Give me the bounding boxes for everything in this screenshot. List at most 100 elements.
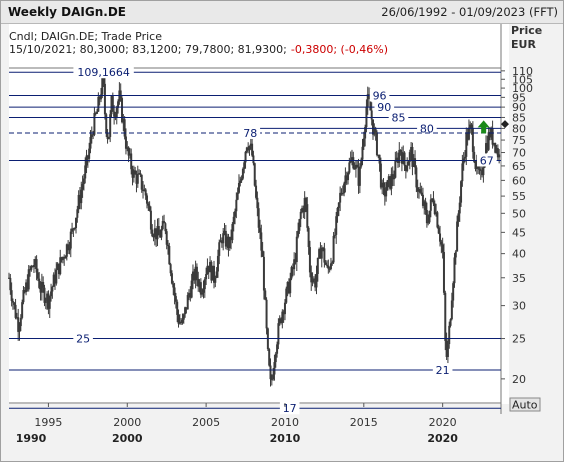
candle-body [487,132,490,150]
candle-body [103,83,106,115]
candle-body [32,265,35,268]
candle-body [278,318,281,324]
candle-body [29,269,32,271]
candle-body [224,230,227,247]
candle-body [144,189,147,196]
candle-body [415,167,418,188]
candle-body [109,114,112,137]
candle-body [393,177,396,180]
y-tick-label: 70 [512,147,526,160]
candle-body [189,293,192,298]
candle-body [362,138,365,147]
candle-body [453,257,456,284]
candle-body [244,151,247,163]
level-label-bg [73,331,93,345]
level-label: 96 [373,89,387,102]
candle-body [65,244,68,257]
candle-body [57,263,60,275]
candle-body [226,236,229,247]
candle-body [486,143,489,150]
level-label: 17 [283,402,297,415]
candle-body [421,194,424,206]
candle-body [274,353,277,363]
candle-body [316,257,319,275]
candle-body [67,244,70,251]
candle-body [59,257,62,275]
candle-body [411,147,414,167]
candle-body [90,134,93,137]
candle-body [445,340,448,357]
candle-body [236,192,239,200]
candle-body [241,168,244,179]
candle-body [350,157,353,160]
candle-body [199,282,202,295]
candle-body [143,189,146,192]
candle-body [214,277,217,283]
candle-body [176,301,179,315]
candle-body [437,227,440,234]
candle-body [299,211,302,220]
level-label: 80 [420,122,434,135]
candle-body [312,278,315,280]
candle-body [265,299,268,329]
candle-body [404,165,407,171]
candle-body [119,90,122,99]
candle-body [194,266,197,281]
title-bar: Weekly DAIGn.DE 26/06/1992 - 01/09/2023 … [1,1,563,24]
candle-body [400,151,403,164]
candle-body [307,227,310,248]
candle-body [285,288,288,303]
candle-body [373,128,376,135]
candle-body [14,304,17,318]
y-tick-label: 40 [512,248,526,261]
level-label-bg [417,121,437,135]
candle-body [427,222,430,224]
candle-body [197,278,200,287]
candle-body [419,189,422,193]
candle-body [332,235,335,263]
candle-body [34,259,37,266]
candle-body [131,169,134,178]
candle-body [153,228,156,238]
candle-body [39,287,42,293]
candle-body [46,293,49,302]
candle-body [215,271,218,278]
candle-body [357,167,360,186]
candle-body [172,283,175,288]
candle-body [324,262,327,265]
candle-body [286,281,289,289]
candle-body [35,259,38,273]
candle-body [110,96,113,115]
candle-body [474,161,477,169]
candle-body [159,235,162,238]
candle-body [374,128,377,133]
candle-body [234,211,237,217]
candle-body [44,301,47,303]
candle-body [23,289,26,293]
candle-body [111,96,114,112]
x-major-tick-label: 1990 [16,432,47,445]
candle-body [243,162,246,169]
price-chart-svg[interactable]: Cndl; DAIGn.DE; Trade Price 15/10/2021; … [1,24,563,461]
candle-body [470,124,473,129]
candle-body [94,113,97,115]
candle-body [276,344,279,354]
x-major-tick-label: 2010 [270,432,301,445]
auto-scale-button[interactable] [509,397,541,412]
candle-body [15,317,18,319]
candle-body [107,136,110,139]
y-tick-label: 80 [512,122,526,135]
candle-body [26,282,29,290]
candle-body [268,349,271,366]
chart-area[interactable]: Cndl; DAIGn.DE; Trade Price 15/10/2021; … [1,24,563,461]
candle-body [42,282,45,288]
candle-body [163,221,166,224]
candle-body [75,217,78,228]
candle-body [13,302,16,305]
candle-body [308,247,311,273]
candle-body [287,281,290,294]
candle-body [298,219,301,231]
level-label: 109,1664 [77,66,130,79]
candle-body [272,374,275,380]
